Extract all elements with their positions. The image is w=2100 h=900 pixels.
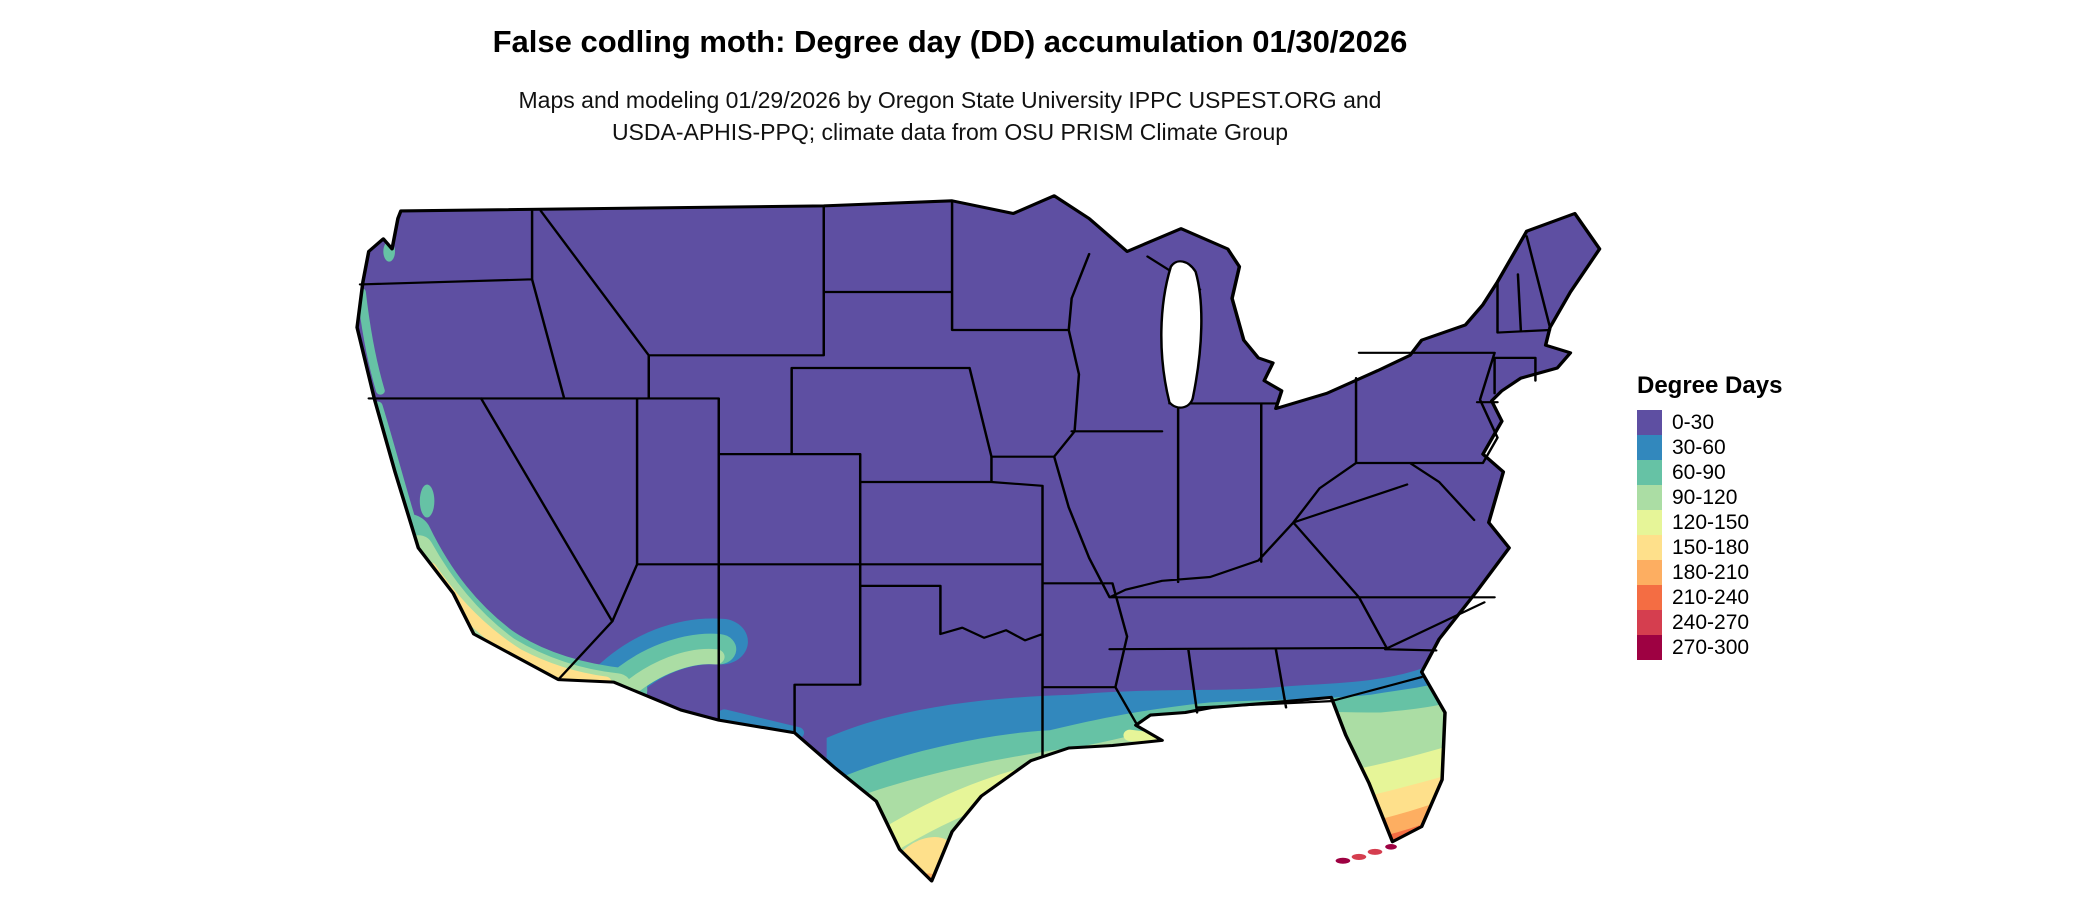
legend-swatch [1637, 635, 1662, 660]
legend-row: 0-30 [1637, 410, 1877, 435]
map-subtitle-line1: Maps and modeling 01/29/2026 by Oregon S… [518, 87, 1382, 113]
legend: Degree Days 0-30 30-60 60-90 90-120 120-150 1… [1637, 372, 1877, 660]
legend-label: 150-180 [1672, 535, 1750, 559]
legend-swatch [1637, 410, 1662, 435]
us-outline [355, 194, 1602, 883]
florida-keys-specks [1335, 844, 1397, 864]
legend-swatch [1637, 610, 1662, 635]
legend-swatch [1637, 510, 1662, 535]
map-subtitle: Maps and modeling 01/29/2026 by Oregon S… [0, 84, 1900, 148]
legend-row: 30-60 [1637, 435, 1877, 460]
legend-label: 270-300 [1672, 635, 1750, 659]
legend-row: 270-300 [1637, 635, 1877, 660]
lake-michigan [1160, 260, 1203, 409]
legend-swatch [1637, 485, 1662, 510]
legend-swatch [1637, 585, 1662, 610]
legend-label: 120-150 [1672, 510, 1750, 534]
legend-entries: 0-30 30-60 60-90 90-120 120-150 150-180 180-21… [1637, 410, 1877, 660]
legend-label: 210-240 [1672, 585, 1750, 609]
map-title-text: False codling moth: Degree day (DD) accu… [492, 24, 1408, 59]
legend-row: 120-150 [1637, 510, 1877, 535]
legend-row: 240-270 [1637, 610, 1877, 635]
legend-label: 90-120 [1672, 485, 1738, 509]
legend-swatch [1637, 535, 1662, 560]
us-degree-day-map [255, 140, 1655, 900]
legend-row: 150-180 [1637, 535, 1877, 560]
legend-row: 90-120 [1637, 485, 1877, 510]
legend-row: 60-90 [1637, 460, 1877, 485]
legend-swatch [1637, 435, 1662, 460]
page-title: False codling moth: Degree day (DD) accu… [0, 24, 1900, 60]
legend-title: Degree Days [1637, 372, 1783, 399]
legend-label: 240-270 [1672, 610, 1750, 634]
legend-label: 180-210 [1672, 560, 1750, 584]
state-borders [358, 199, 1552, 758]
map-base-region [357, 195, 1600, 881]
legend-swatch [1637, 560, 1662, 585]
legend-swatch [1637, 460, 1662, 485]
legend-row: 210-240 [1637, 585, 1877, 610]
legend-label: 0-30 [1672, 410, 1715, 434]
legend-label: 60-90 [1672, 460, 1726, 484]
legend-label: 30-60 [1672, 435, 1726, 459]
map-subtitle-line2: USDA-APHIS-PPQ; climate data from OSU PR… [611, 119, 1289, 145]
legend-row: 180-210 [1637, 560, 1877, 585]
us-map-svg [355, 194, 1602, 883]
